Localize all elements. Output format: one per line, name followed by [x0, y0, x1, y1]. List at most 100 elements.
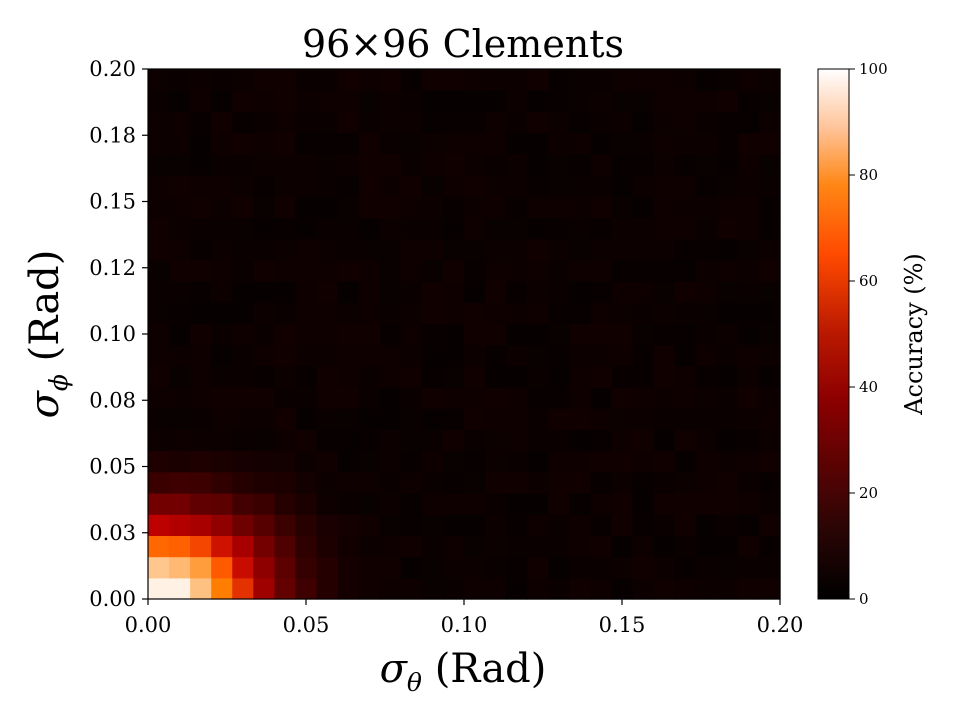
heatmap-cell	[379, 196, 402, 218]
heatmap-cell	[337, 217, 360, 240]
heatmap-cell	[232, 514, 254, 536]
heatmap-cell	[758, 90, 781, 112]
heatmap-cell	[464, 217, 486, 240]
heatmap-cell	[506, 344, 528, 367]
heatmap-cell	[190, 429, 212, 452]
heatmap-cell	[548, 450, 570, 473]
heatmap-cell	[506, 153, 528, 176]
heatmap-cell	[232, 196, 254, 218]
heatmap-cell	[569, 302, 592, 324]
heatmap-cell	[442, 493, 465, 515]
heatmap-cell	[485, 217, 507, 240]
x-axis-label: σθ (Rad)	[380, 646, 547, 697]
heatmap-cell	[358, 175, 381, 197]
heatmap-cell	[695, 577, 718, 600]
heatmap-cell	[632, 196, 655, 218]
heatmap-cell	[337, 387, 360, 409]
heatmap-cell	[148, 196, 170, 218]
heatmap-cell	[695, 408, 718, 430]
y-tick-label: 0.20	[89, 57, 136, 81]
heatmap-cell	[611, 302, 634, 324]
heatmap-cell	[464, 238, 486, 261]
heatmap-cell	[632, 175, 655, 197]
heatmap-cell	[211, 153, 233, 176]
heatmap-cell	[379, 281, 402, 303]
heatmap-cell	[569, 259, 592, 282]
heatmap-cell	[506, 471, 528, 494]
heatmap-cell	[148, 217, 170, 240]
heatmap-cell	[464, 90, 486, 112]
heatmap-cell	[169, 365, 191, 388]
heatmap-cell	[253, 387, 276, 409]
heatmap-cell	[632, 387, 655, 409]
heatmap-cell	[295, 344, 318, 367]
heatmap-cell	[653, 387, 676, 409]
heatmap-cell	[758, 259, 781, 282]
heatmap-cell	[316, 577, 339, 600]
heatmap-cell	[442, 69, 465, 91]
heatmap-cell	[527, 535, 549, 558]
heatmap-cell	[400, 387, 423, 409]
heatmap-cell	[674, 90, 697, 112]
heatmap-cell	[211, 450, 233, 473]
heatmap-cell	[737, 111, 760, 134]
heatmap-cell	[485, 450, 507, 473]
heatmap-cell	[316, 238, 339, 261]
heatmap-cell	[169, 344, 191, 367]
heatmap-cell	[232, 238, 254, 261]
heatmap-cell	[527, 429, 549, 452]
heatmap-cell	[400, 238, 423, 261]
heatmap-cell	[232, 493, 254, 515]
heatmap-cell	[485, 238, 507, 261]
heatmap-cell	[358, 259, 381, 282]
heatmap-cell	[274, 493, 297, 515]
heatmap-cell	[527, 238, 549, 261]
x-tick-label: 0.10	[441, 613, 488, 637]
heatmap-cell	[758, 535, 781, 558]
heatmap-cell	[653, 259, 676, 282]
heatmap-cell	[400, 514, 423, 536]
heatmap-cell	[400, 344, 423, 367]
heatmap-cell	[632, 514, 655, 536]
heatmap-cell	[148, 556, 170, 579]
heatmap-cell	[379, 493, 402, 515]
heatmap-cell	[737, 556, 760, 579]
heatmap-cell	[190, 493, 212, 515]
heatmap-cell	[569, 450, 592, 473]
heatmap-cell	[337, 153, 360, 176]
heatmap-cell	[464, 302, 486, 324]
heatmap-cell	[232, 429, 254, 452]
heatmap-cell	[169, 111, 191, 134]
heatmap-cell	[316, 69, 339, 91]
heatmap-cell	[653, 535, 676, 558]
heatmap-cell	[169, 259, 191, 282]
heatmap-cell	[506, 69, 528, 91]
heatmap-cell	[400, 365, 423, 388]
heatmap-cell	[485, 259, 507, 282]
heatmap-cell	[632, 365, 655, 388]
heatmap-cell	[527, 387, 549, 409]
heatmap-cell	[358, 535, 381, 558]
heatmap-cell	[358, 217, 381, 240]
heatmap-cell	[358, 196, 381, 218]
heatmap-cell	[527, 217, 549, 240]
heatmap-cell	[358, 429, 381, 452]
heatmap-cell	[611, 471, 634, 494]
heatmap-cell	[253, 408, 276, 430]
heatmap-cell	[758, 238, 781, 261]
heatmap-cell	[527, 493, 549, 515]
heatmap-cell	[169, 493, 191, 515]
heatmap-cell	[316, 535, 339, 558]
heatmap-cell	[316, 217, 339, 240]
y-tick-label: 0.08	[89, 388, 136, 412]
heatmap-cell	[590, 323, 613, 346]
heatmap-cell	[295, 153, 318, 176]
heatmap-cell	[379, 429, 402, 452]
heatmap-cell	[421, 111, 444, 134]
heatmap-cell	[379, 111, 402, 134]
heatmap-cell	[274, 111, 297, 134]
heatmap-cell	[337, 471, 360, 494]
heatmap-cell	[253, 493, 276, 515]
heatmap-cell	[211, 281, 233, 303]
heatmap-cell	[295, 493, 318, 515]
